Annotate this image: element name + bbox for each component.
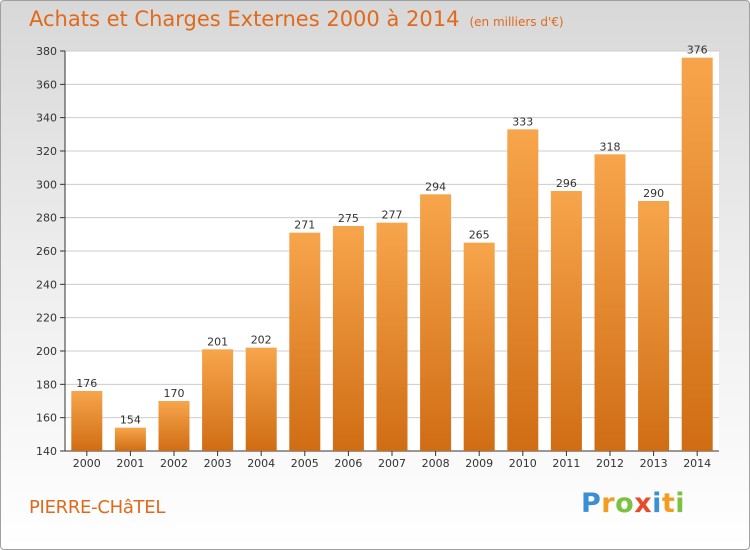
data-label: 290: [643, 187, 664, 200]
data-label: 296: [556, 177, 577, 190]
brand-letter: r: [601, 488, 616, 519]
brand-letter: P: [581, 488, 602, 519]
data-label: 201: [207, 335, 228, 348]
bar: [376, 222, 408, 451]
bar: [507, 129, 539, 452]
x-tick-label: 2003: [204, 457, 232, 470]
brand-letter: t: [661, 488, 676, 519]
data-label: 265: [469, 229, 490, 242]
brand-letter: x: [634, 488, 653, 519]
bar: [202, 349, 234, 451]
x-tick-label: 2001: [116, 457, 144, 470]
x-tick-label: 2010: [509, 457, 537, 470]
y-tick-label: 360: [36, 78, 57, 91]
bar: [638, 201, 670, 451]
y-tick-label: 140: [36, 445, 57, 458]
y-tick-label: 220: [36, 312, 57, 325]
bar: [332, 226, 364, 451]
data-label: 154: [120, 414, 141, 427]
x-tick-label: 2012: [596, 457, 624, 470]
chart-title-text: Achats et Charges Externes 2000 à 2014: [29, 7, 460, 31]
data-label: 176: [76, 377, 97, 390]
y-tick-label: 260: [36, 245, 57, 258]
data-label: 170: [164, 387, 185, 400]
y-tick-label: 160: [36, 412, 57, 425]
bar: [594, 154, 626, 452]
data-label: 277: [382, 209, 403, 222]
data-label: 202: [251, 334, 272, 347]
data-label: 376: [687, 44, 708, 57]
x-tick-label: 2000: [73, 457, 101, 470]
x-tick-label: 2013: [640, 457, 668, 470]
x-tick-label: 2007: [378, 457, 406, 470]
y-tick-label: 200: [36, 345, 57, 358]
data-label: 294: [425, 180, 446, 193]
y-tick-label: 340: [36, 112, 57, 125]
bar: [71, 391, 103, 451]
brand-letter: i: [652, 488, 662, 519]
x-tick-label: 2005: [291, 457, 319, 470]
bar: [420, 194, 452, 452]
x-tick-label: 2011: [552, 457, 580, 470]
x-tick-label: 2009: [465, 457, 493, 470]
bar: [245, 347, 277, 451]
data-label: 333: [512, 115, 533, 128]
y-tick-label: 300: [36, 178, 57, 191]
brand-logo: Proxiti: [581, 488, 685, 519]
y-tick-label: 380: [36, 45, 57, 58]
location-label: PIERRE-CHâTEL: [29, 497, 166, 518]
chart-subtitle: (en milliers d'€): [469, 15, 564, 29]
bar: [550, 191, 582, 451]
y-tick-label: 320: [36, 145, 57, 158]
data-label: 318: [600, 140, 621, 153]
bar: [158, 401, 190, 451]
brand-letter: o: [615, 488, 635, 519]
bar: [289, 232, 321, 451]
x-tick-label: 2006: [334, 457, 362, 470]
brand-letter: i: [675, 488, 686, 519]
data-label: 275: [338, 212, 359, 225]
bar: [681, 57, 713, 452]
bar: [114, 427, 146, 451]
y-tick-label: 280: [36, 212, 57, 225]
x-tick-label: 2004: [247, 457, 275, 470]
bar: [463, 242, 495, 451]
x-tick-label: 2014: [683, 457, 711, 470]
chart-title: Achats et Charges Externes 2000 à 2014 (e…: [29, 7, 564, 31]
y-tick-label: 180: [36, 378, 57, 391]
x-tick-label: 2008: [422, 457, 450, 470]
data-label: 271: [294, 219, 315, 232]
y-tick-label: 240: [36, 278, 57, 291]
x-tick-label: 2002: [160, 457, 188, 470]
